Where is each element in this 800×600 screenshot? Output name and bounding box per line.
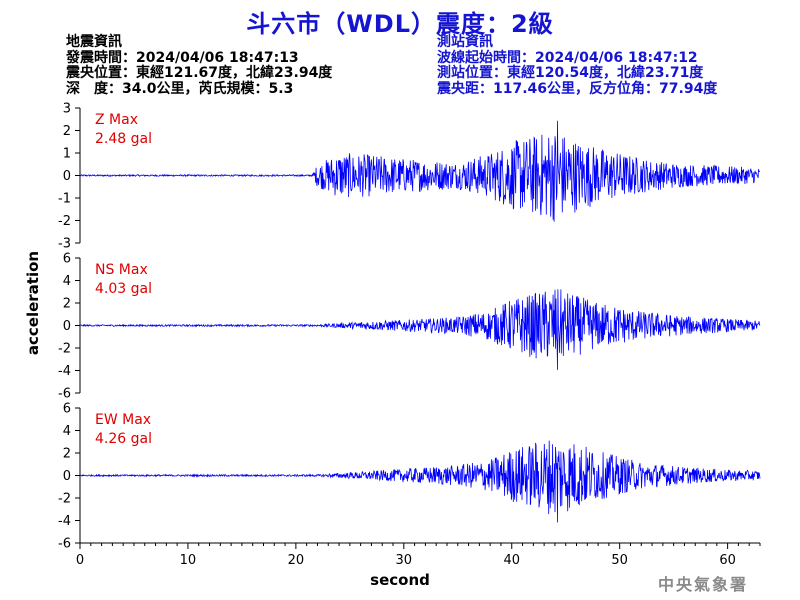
max-value-z: 2.48 gal: [95, 131, 152, 147]
y-tick-label: -2: [58, 342, 71, 357]
x-tick-label: 50: [611, 553, 628, 568]
max-value-ew: 4.26 gal: [95, 431, 152, 447]
x-tick-label: 0: [76, 553, 84, 568]
y-tick-label: -4: [58, 514, 71, 529]
y-tick-label: 6: [63, 402, 71, 417]
x-tick-label: 30: [396, 553, 413, 568]
y-tick-label: 0: [63, 169, 71, 184]
max-label-z: Z Max: [95, 112, 138, 128]
max-value-ns: 4.03 gal: [95, 281, 152, 297]
x-tick-label: 40: [503, 553, 520, 568]
page-title: 斗六市（WDL）震度：2級: [246, 10, 554, 38]
y-tick-label: 3: [63, 102, 71, 117]
y-tick-label: 1: [63, 147, 71, 162]
y-tick-label: 2: [63, 124, 71, 139]
station-location: 測站位置：東經120.54度，北緯23.71度: [437, 65, 704, 81]
y-tick-label: 4: [63, 424, 71, 439]
y-tick-label: -4: [58, 364, 71, 379]
y-tick-label: -6: [58, 387, 71, 402]
y-tick-label: -1: [58, 192, 71, 207]
x-tick-label: 10: [180, 553, 197, 568]
epicentral-distance: 震央距：117.46公里，反方位角：77.94度: [437, 80, 718, 97]
trace-ns: [79, 289, 761, 370]
x-tick-label: 20: [288, 553, 305, 568]
trace-ew: [79, 440, 761, 523]
y-tick-label: 4: [63, 274, 71, 289]
origin-time: 發震時間：2024/04/06 18:47:13: [66, 49, 299, 66]
y-tick-label: 2: [63, 297, 71, 312]
earthquake-info-heading: 地震資訊: [66, 34, 122, 50]
epicenter: 震央位置：東經121.67度，北緯23.94度: [66, 65, 333, 81]
agency-footer: 中央氣象署: [657, 575, 748, 594]
x-axis-label: second: [370, 571, 430, 589]
y-tick-label: -2: [58, 492, 71, 507]
y-axis-label: acceleration: [24, 250, 42, 356]
station-info: 測站資訊 波線起始時間：2024/04/06 18:47:12 測站位置：東經120…: [437, 34, 718, 97]
x-tick-label: 60: [719, 553, 736, 568]
station-info-heading: 測站資訊: [437, 34, 493, 50]
y-tick-label: -3: [58, 237, 71, 252]
trace-z: [79, 120, 761, 222]
y-tick-label: -2: [58, 214, 71, 229]
y-tick-label: 0: [63, 319, 71, 334]
max-label-ew: EW Max: [95, 412, 151, 428]
wave-start-time: 波線起始時間：2024/04/06 18:47:12: [437, 49, 698, 66]
y-tick-label: 0: [63, 469, 71, 484]
y-tick-label: -6: [58, 537, 71, 552]
earthquake-info: 地震資訊 發震時間：2024/04/06 18:47:13 震央位置：東經121.6…: [66, 34, 333, 97]
y-tick-label: 6: [63, 252, 71, 267]
y-tick-label: 2: [63, 447, 71, 462]
depth-magnitude: 深 度：34.0公里，芮氏規模：5.3: [66, 80, 294, 97]
max-label-ns: NS Max: [95, 262, 148, 278]
